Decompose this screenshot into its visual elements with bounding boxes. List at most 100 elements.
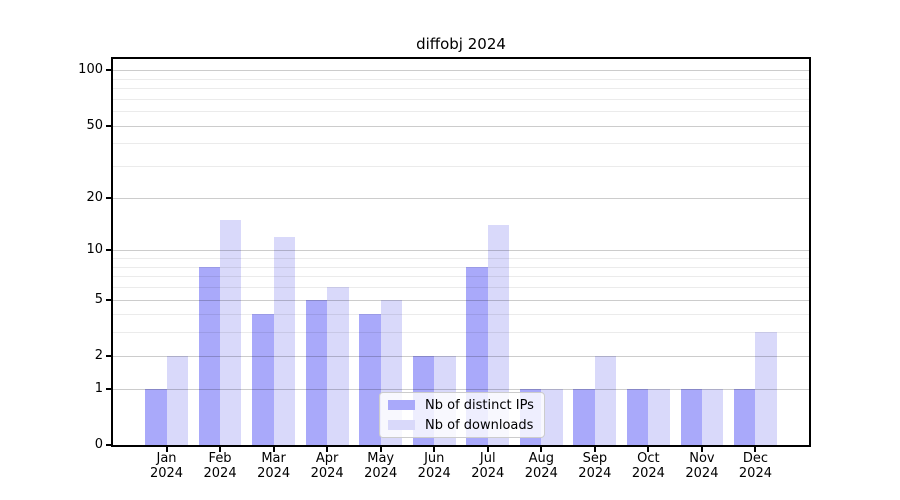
minor-gridline-8: [113, 266, 809, 268]
minor-gridline-6: [113, 286, 809, 288]
x-tick-label-may: May 2024: [339, 451, 423, 481]
x-tick-month: Nov: [689, 451, 715, 466]
x-tick-mark-jan: [165, 447, 168, 452]
x-tick-mark-dec: [754, 447, 757, 452]
x-tick-mark-apr: [326, 447, 329, 452]
x-tick-year: 2024: [631, 466, 665, 481]
bar-distinct-ips-dec: [734, 388, 756, 445]
legend-row-distinct-ips: Nb of distinct IPs: [388, 398, 536, 413]
x-tick-year: 2024: [257, 466, 291, 481]
x-tick-label-jun: Jun 2024: [392, 451, 476, 481]
bar-downloads-nov: [701, 388, 724, 445]
bar-distinct-ips-apr: [305, 299, 328, 445]
x-tick-year: 2024: [417, 466, 451, 481]
y-tick-label-1: 1: [94, 380, 103, 396]
legend-swatch-distinct-ips-icon: [388, 400, 415, 410]
bar-downloads-mar: [273, 236, 296, 445]
bar-distinct-ips-oct: [626, 388, 649, 445]
x-tick-month: Dec: [742, 451, 769, 466]
x-tick-mark-feb: [219, 447, 222, 452]
y-tick-mark-100: [106, 69, 112, 72]
y-tick-label-2: 2: [94, 347, 103, 363]
x-tick-mark-mar: [272, 447, 275, 452]
x-tick-month: Jan: [156, 451, 177, 466]
bar-distinct-ips-sep: [573, 388, 595, 445]
bar-distinct-ips-jan: [145, 388, 167, 445]
major-gridline-5: [113, 299, 809, 301]
minor-gridline-9: [113, 258, 809, 260]
minor-gridline-70: [113, 98, 809, 100]
plot-canvas: [113, 59, 809, 445]
x-tick-year: 2024: [578, 466, 612, 481]
x-tick-label-jul: Jul 2024: [446, 451, 530, 481]
bar-downloads-jul: [487, 225, 510, 445]
x-tick-month: May: [367, 451, 395, 466]
x-tick-month: Oct: [637, 451, 660, 466]
minor-gridline-7: [113, 276, 809, 278]
bar-downloads-apr: [327, 286, 349, 445]
x-tick-month: Jul: [479, 451, 496, 466]
legend-row-downloads: Nb of downloads: [388, 418, 536, 433]
y-tick-label-0: 0: [94, 437, 103, 452]
minor-gridline-3: [113, 332, 809, 334]
y-tick-label-10: 10: [86, 242, 103, 258]
bar-downloads-feb: [220, 219, 242, 445]
major-gridline-1: [113, 388, 809, 390]
x-tick-year: 2024: [364, 466, 398, 481]
major-gridline-2: [113, 355, 809, 357]
y-tick-mark-20: [106, 196, 112, 199]
minor-gridline-4: [113, 314, 809, 316]
x-tick-month: Feb: [208, 451, 232, 466]
x-tick-label-apr: Apr 2024: [285, 451, 369, 481]
x-tick-mark-may: [379, 447, 382, 452]
bar-downloads-oct: [648, 388, 670, 445]
major-gridline-10: [113, 250, 809, 252]
y-tick-mark-50: [106, 124, 112, 127]
bar-downloads-aug: [541, 388, 563, 445]
x-tick-label-feb: Feb 2024: [178, 451, 262, 481]
x-tick-mark-oct: [647, 447, 650, 452]
chart-title: diffobj 2024: [416, 35, 506, 53]
x-tick-year: 2024: [685, 466, 719, 481]
legend-swatch-downloads-icon: [388, 420, 415, 430]
x-tick-mark-sep: [593, 447, 596, 452]
x-tick-year: 2024: [149, 466, 184, 481]
x-tick-year: 2024: [203, 466, 237, 481]
x-tick-label-aug: Aug 2024: [499, 451, 583, 481]
y-tick-mark-10: [106, 249, 112, 252]
x-tick-month: Apr: [315, 451, 339, 466]
bar-downloads-dec: [755, 332, 777, 445]
x-tick-month: Sep: [582, 451, 608, 466]
y-tick-label-5: 5: [94, 291, 103, 307]
minor-gridline-90: [113, 78, 809, 80]
major-gridline-50: [113, 125, 809, 127]
x-tick-label-dec: Dec 2024: [713, 451, 797, 481]
bar-downloads-jan: [166, 355, 188, 445]
bar-distinct-ips-nov: [680, 388, 702, 445]
y-tick-mark-2: [106, 354, 112, 357]
bar-distinct-ips-feb: [198, 266, 221, 445]
x-tick-year: 2024: [524, 466, 558, 481]
x-tick-mark-jul: [486, 447, 489, 452]
y-tick-label-100: 100: [78, 62, 103, 78]
major-gridline-20: [113, 197, 809, 199]
y-tick-label-20: 20: [86, 189, 103, 205]
legend: Nb of distinct IPs Nb of downloads: [379, 392, 545, 438]
legend-label-downloads: Nb of downloads: [425, 417, 534, 433]
x-tick-mark-aug: [540, 447, 543, 452]
minor-gridline-60: [113, 111, 809, 113]
y-tick-mark-1: [106, 387, 112, 390]
legend-label-distinct-ips: Nb of distinct IPs: [425, 397, 534, 413]
minor-gridline-40: [113, 143, 809, 145]
x-tick-year: 2024: [471, 466, 505, 481]
x-tick-label-nov: Nov 2024: [660, 451, 744, 481]
bar-distinct-ips-may: [359, 314, 381, 445]
major-gridline-100: [113, 70, 809, 72]
y-tick-mark-5: [106, 298, 112, 301]
bar-downloads-sep: [594, 355, 617, 445]
x-tick-mark-nov: [700, 447, 703, 452]
y-tick-mark-0: [106, 444, 112, 446]
y-tick-label-50: 50: [86, 117, 103, 133]
x-tick-year: 2024: [310, 466, 344, 481]
